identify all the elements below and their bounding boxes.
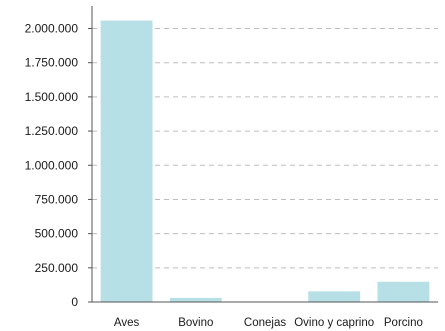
x-tick-label: Bovino	[178, 317, 213, 329]
y-tick-label: 750.000	[35, 192, 79, 206]
axes	[88, 6, 438, 303]
y-tick-label: 0	[71, 295, 78, 309]
y-tick-label: 1.500.000	[25, 90, 79, 104]
bars	[100, 20, 430, 302]
y-tick-label: 1.250.000	[25, 124, 79, 138]
bar-porcino	[377, 281, 430, 302]
x-tick-labels: Aves Bovino Conejas Ovino y caprino Porcino	[114, 317, 423, 329]
y-tick-label: 1.750.000	[25, 56, 79, 70]
y-tick-label: 2.000.000	[25, 22, 79, 36]
bar-ovino-y-caprino	[308, 291, 361, 302]
bar-aves	[100, 20, 153, 302]
x-tick-label: Ovino y caprino	[294, 317, 374, 329]
y-tick-labels: 0 250.000 500.000 750.000 1.000.000 1.250.000…	[25, 22, 79, 309]
x-tick-label: Conejas	[244, 317, 286, 329]
x-tick-label: Porcino	[384, 317, 423, 329]
y-tick-label: 500.000	[35, 227, 79, 241]
bar-bovino	[169, 297, 222, 302]
x-tick-label: Aves	[114, 317, 140, 329]
y-tick-label: 1.000.000	[25, 158, 79, 172]
y-tick-label: 250.000	[35, 261, 79, 275]
